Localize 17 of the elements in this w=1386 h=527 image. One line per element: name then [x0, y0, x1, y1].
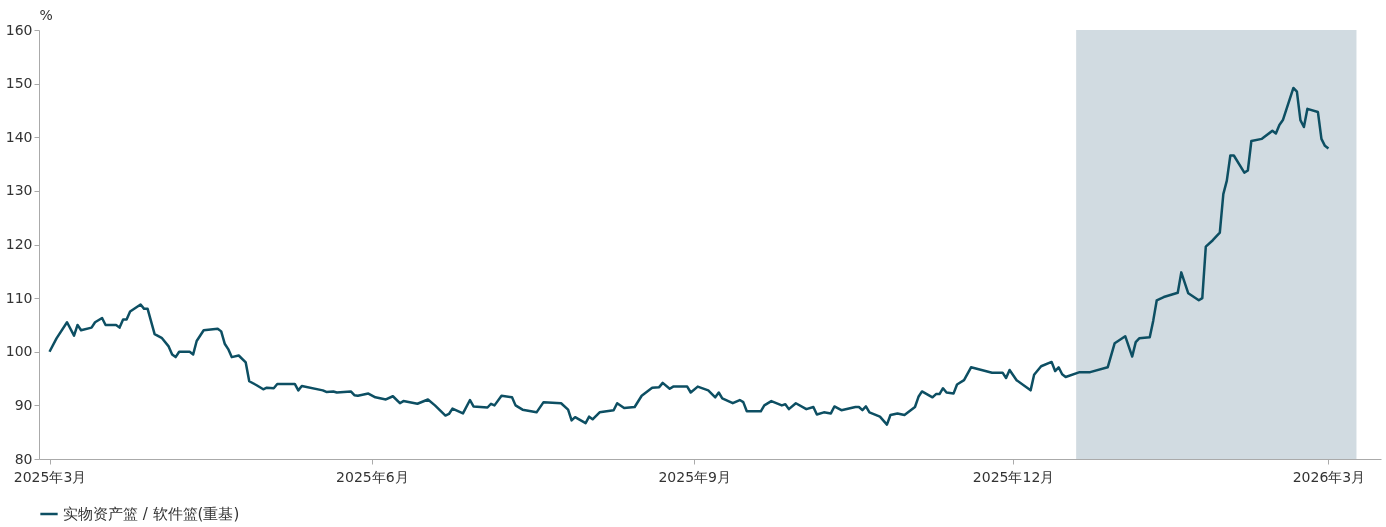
- y-tick-label: 80: [14, 450, 33, 467]
- y-tick-label: 90: [14, 396, 33, 413]
- x-tick-label: 2025年12月: [972, 468, 1055, 485]
- y-tick-label: 130: [5, 182, 33, 199]
- y-tick-label: 150: [5, 75, 33, 92]
- y-tick-label: 100: [5, 343, 33, 360]
- y-axis-title: %: [39, 6, 53, 23]
- legend-label: 实物资产篮 / 软件篮(重基): [63, 505, 240, 523]
- x-tick-label: 2025年3月: [13, 468, 87, 485]
- line-series: [48, 86, 1330, 426]
- y-tick-label: 160: [5, 21, 33, 38]
- x-tick-label: 2025年9月: [658, 468, 732, 485]
- y-tick-label: 140: [5, 128, 33, 145]
- y-tick-label: 120: [5, 236, 33, 252]
- x-tick-label: 2025年6月: [336, 468, 409, 485]
- y-tick-label: 110: [5, 289, 33, 306]
- x-tick-label: 2026年3月: [1292, 468, 1366, 485]
